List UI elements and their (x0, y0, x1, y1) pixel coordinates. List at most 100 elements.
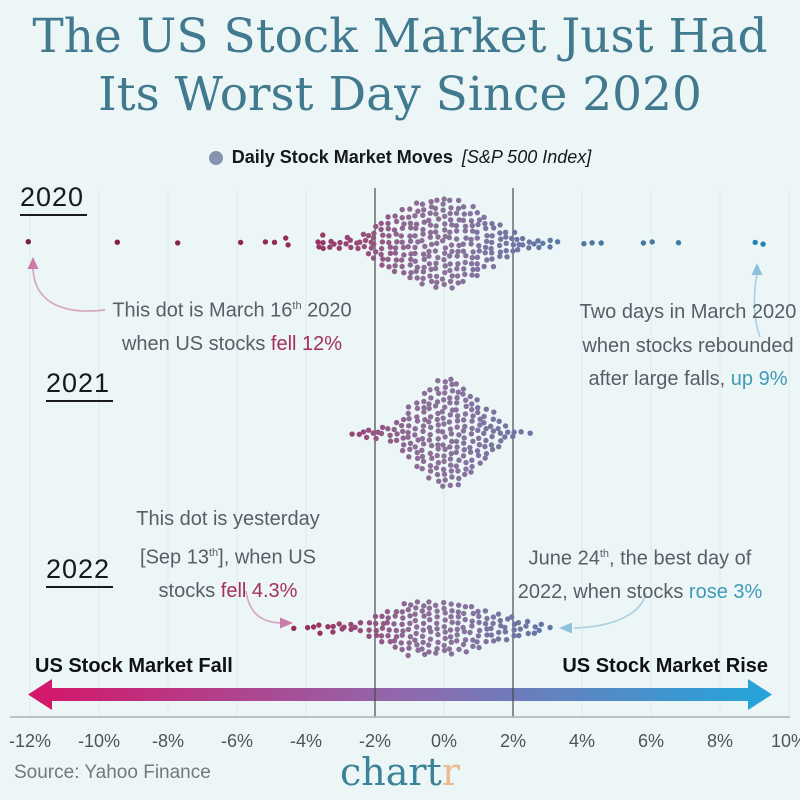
data-dot (442, 617, 448, 623)
data-dot (435, 378, 441, 384)
data-dot (414, 275, 420, 281)
data-dot (502, 629, 509, 635)
data-dot (497, 222, 503, 228)
data-dot (414, 463, 420, 470)
data-dot (484, 233, 490, 239)
data-dot (510, 248, 516, 254)
data-dot (462, 259, 468, 266)
data-dot (468, 604, 475, 610)
data-dot (447, 261, 453, 267)
data-dot (385, 426, 391, 432)
data-dot (462, 228, 468, 234)
data-dot (502, 229, 509, 235)
data-dot (510, 433, 516, 440)
data-dot (497, 430, 504, 436)
data-dot (432, 205, 439, 212)
data-dot (469, 255, 475, 261)
data-dot (547, 237, 553, 243)
data-dot (481, 430, 487, 436)
data-dot (475, 409, 481, 416)
data-dot (482, 608, 489, 614)
data-dot (497, 249, 504, 255)
data-dot (440, 483, 446, 489)
data-dot (434, 620, 440, 626)
data-dot (392, 263, 398, 269)
data-dot (412, 250, 418, 257)
data-dot (449, 474, 455, 480)
data-dot (516, 632, 522, 639)
data-dot (114, 239, 121, 245)
beeswarm-2020 (25, 196, 766, 291)
data-dot (427, 636, 434, 642)
data-dot (497, 230, 503, 236)
data-dot (401, 221, 407, 227)
data-dot (447, 197, 453, 203)
data-dot (399, 609, 405, 615)
data-dot (476, 442, 483, 448)
data-dot (462, 411, 469, 417)
data-dot (406, 214, 412, 220)
data-dot (483, 638, 489, 645)
data-dot (325, 624, 331, 630)
data-dot (470, 637, 476, 643)
data-dot (370, 430, 376, 436)
data-dot (470, 610, 476, 617)
data-dot (482, 443, 488, 450)
data-dot (454, 266, 460, 272)
data-dot (320, 232, 326, 238)
data-dot (484, 626, 490, 632)
data-dot (412, 432, 418, 438)
data-dot (463, 397, 469, 403)
data-dot (399, 257, 405, 263)
data-dot (380, 232, 386, 238)
data-dot (474, 448, 481, 454)
data-dot (447, 627, 454, 633)
annotation-arrowhead-march-16 (27, 257, 39, 269)
data-dot (439, 429, 446, 435)
data-dot (419, 281, 425, 287)
data-dot (649, 239, 655, 245)
data-dot (531, 241, 537, 247)
annotation-arrow-sep-13 (245, 590, 281, 624)
data-dot (435, 639, 441, 645)
data-dot (355, 245, 361, 252)
data-dot (461, 628, 468, 635)
data-dot (453, 407, 459, 413)
data-dot (421, 613, 427, 619)
data-dot (463, 459, 469, 466)
data-dot (316, 622, 322, 628)
data-dot (496, 418, 502, 424)
data-dot (317, 630, 323, 636)
data-dot (442, 629, 448, 635)
data-dot (419, 646, 425, 652)
data-dot (426, 217, 432, 223)
data-dot (498, 623, 504, 629)
data-dot (373, 620, 379, 627)
data-dot (455, 482, 461, 488)
data-dot (427, 468, 434, 474)
data-dot (412, 444, 418, 450)
data-dot (453, 463, 459, 469)
data-dot (468, 431, 475, 437)
data-dot (304, 624, 311, 631)
data-dot (420, 428, 426, 434)
data-dot (482, 455, 488, 461)
data-dot (426, 599, 432, 605)
data-dot (331, 241, 337, 247)
data-dot (453, 223, 460, 229)
data-dot (405, 626, 412, 633)
data-dot (482, 250, 488, 256)
data-dot (468, 241, 474, 247)
data-dot (378, 245, 385, 252)
data-dot (393, 609, 400, 615)
data-dot (498, 236, 504, 242)
data-dot (370, 235, 377, 241)
data-dot (455, 205, 462, 212)
data-dot (175, 240, 181, 246)
data-dot (399, 239, 405, 245)
data-dot (435, 254, 441, 261)
data-dot (378, 226, 384, 233)
data-dot (386, 264, 392, 270)
data-dot (675, 240, 682, 246)
